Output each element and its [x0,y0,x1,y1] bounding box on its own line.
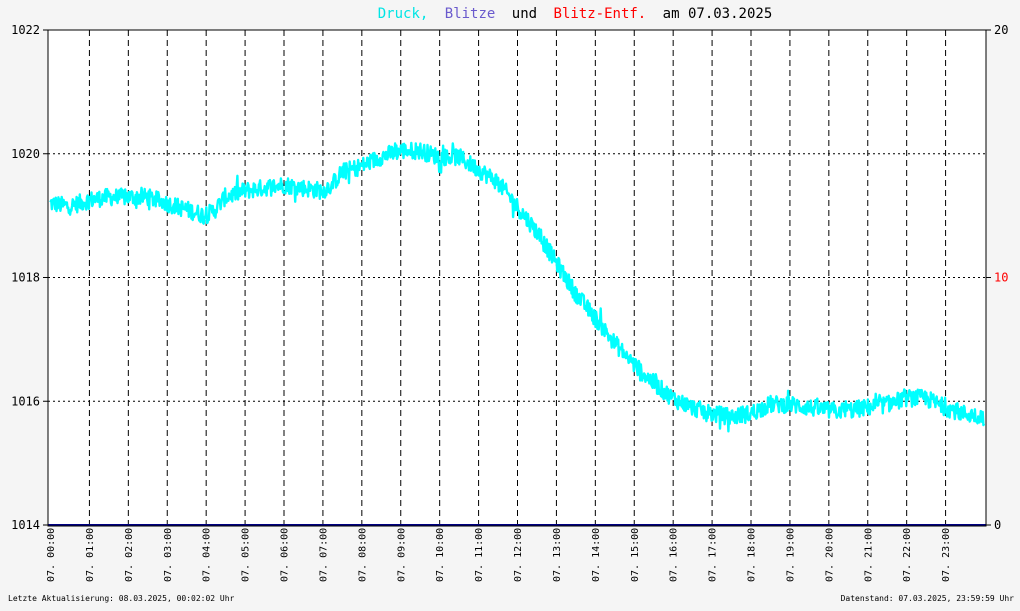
x-tick-label: 07. 14:00 [591,528,602,582]
x-tick-label: 07. 16:00 [669,528,680,582]
x-tick-label: 07. 19:00 [785,528,796,582]
chart-title: Druck, Blitze und Blitz-Entf. am 07.03.2… [378,6,773,22]
y-right-tick-label: 10 [994,271,1008,285]
title-date: am 07.03.2025 [663,6,773,22]
title-druck: Druck, [378,6,429,22]
x-tick-label: 07. 12:00 [513,528,524,582]
x-tick-label: 07. 07:00 [318,528,329,582]
x-tick-label: 07. 08:00 [357,528,368,582]
footer-last-update: Letzte Aktualisierung: 08.03.2025, 00:02… [8,594,235,603]
x-tick-label: 07. 00:00 [46,528,57,582]
y-left-tick-label: 1016 [11,394,40,408]
x-tick-label: 07. 21:00 [863,528,874,582]
y-left-tick-label: 1014 [11,518,40,532]
x-tick-label: 07. 15:00 [630,528,641,582]
x-tick-label: 07. 05:00 [241,528,252,582]
y-left-tick-label: 1018 [11,271,40,285]
title-blitze: Blitze [445,6,496,22]
x-tick-label: 07. 22:00 [902,528,913,582]
x-tick-label: 07. 03:00 [163,528,174,582]
x-tick-label: 07. 06:00 [280,528,291,582]
x-tick-label: 07. 01:00 [85,528,96,582]
x-tick-label: 07. 17:00 [708,528,719,582]
x-tick-label: 07. 04:00 [202,528,213,582]
title-blitz-entf: Blitz-Entf. [554,6,647,22]
y-left-tick-label: 1020 [11,147,40,161]
grid-layer [48,30,986,526]
y-right-tick-label: 0 [994,518,1001,532]
y-left-tick-label: 1022 [11,23,40,37]
x-tick-label: 07. 20:00 [824,528,835,582]
x-tick-label: 07. 23:00 [941,528,952,582]
footer-data-status: Datenstand: 07.03.2025, 23:59:59 Uhr [841,594,1015,603]
x-tick-label: 07. 09:00 [396,528,407,582]
x-tick-label: 07. 02:00 [124,528,135,582]
series-layer [49,141,986,433]
x-tick-label: 07. 13:00 [552,528,563,582]
x-tick-label: 07. 11:00 [474,528,485,582]
x-tick-label: 07. 10:00 [435,528,446,582]
axis-layer: 07. 00:00 07. 01:00 07. 02:00 07. 03:00 07. … [11,23,1008,582]
title-und: und [512,6,537,22]
series-druck-line [49,141,986,433]
y-right-tick-label: 20 [994,23,1008,37]
x-tick-label: 07. 18:00 [747,528,758,582]
